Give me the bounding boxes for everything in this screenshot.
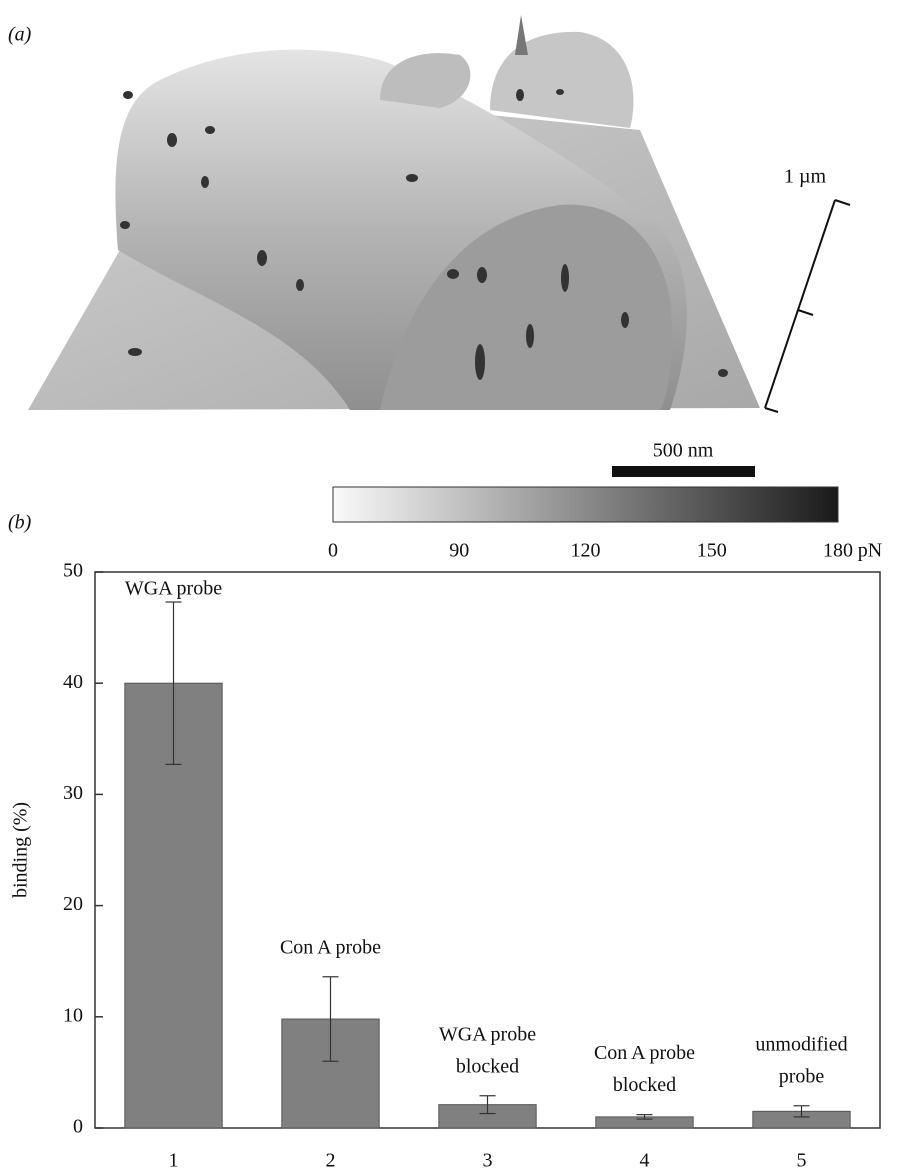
x-tick-label: 1 [169, 1150, 179, 1172]
error-bar [479, 1095, 496, 1115]
y-tick-label: 10 [63, 1004, 83, 1026]
y-tick-label: 0 [73, 1116, 83, 1138]
bar-label: unmodified [755, 1033, 847, 1055]
bar-label: probe [779, 1065, 825, 1087]
bar-label: Con A probe [594, 1042, 695, 1064]
bar-label: Con A probe [280, 936, 381, 958]
colorbar-unit: pN [858, 540, 882, 562]
scale-bar [612, 466, 755, 477]
colorbar-tick-label: 90 [449, 540, 469, 562]
bar-label: blocked [613, 1074, 676, 1096]
afm-image [28, 15, 760, 410]
x-tick-label: 2 [326, 1150, 336, 1172]
colorbar [332, 486, 839, 523]
x-tick-label: 4 [640, 1150, 650, 1172]
scale-bar-label: 500 nm [653, 440, 714, 462]
error-bar [165, 601, 182, 765]
error-bar [793, 1105, 810, 1118]
colorbar-tick-label: 0 [328, 540, 338, 562]
colorbar-tick-label: 150 [697, 540, 727, 562]
height-scale-label: 1 µm [784, 166, 827, 188]
colorbar-tick-label: 120 [571, 540, 601, 562]
x-tick-label: 5 [797, 1150, 807, 1172]
y-tick-label: 20 [63, 893, 83, 915]
x-tick-label: 3 [483, 1150, 493, 1172]
colorbar-tick-label: 180 [823, 540, 853, 562]
height-scale [764, 199, 851, 413]
panel-label: (b) [8, 512, 32, 534]
y-axis-title: binding (%) [10, 802, 32, 898]
bar-label: WGA probe [439, 1023, 536, 1045]
y-tick-label: 50 [63, 560, 83, 582]
y-tick-label: 40 [63, 671, 83, 693]
error-bar [636, 1114, 653, 1120]
bar-label: WGA probe [125, 578, 222, 600]
panel-label: (a) [8, 24, 32, 46]
y-tick-label: 30 [63, 782, 83, 804]
bar-label: blocked [456, 1055, 519, 1077]
error-bar [322, 976, 339, 1062]
